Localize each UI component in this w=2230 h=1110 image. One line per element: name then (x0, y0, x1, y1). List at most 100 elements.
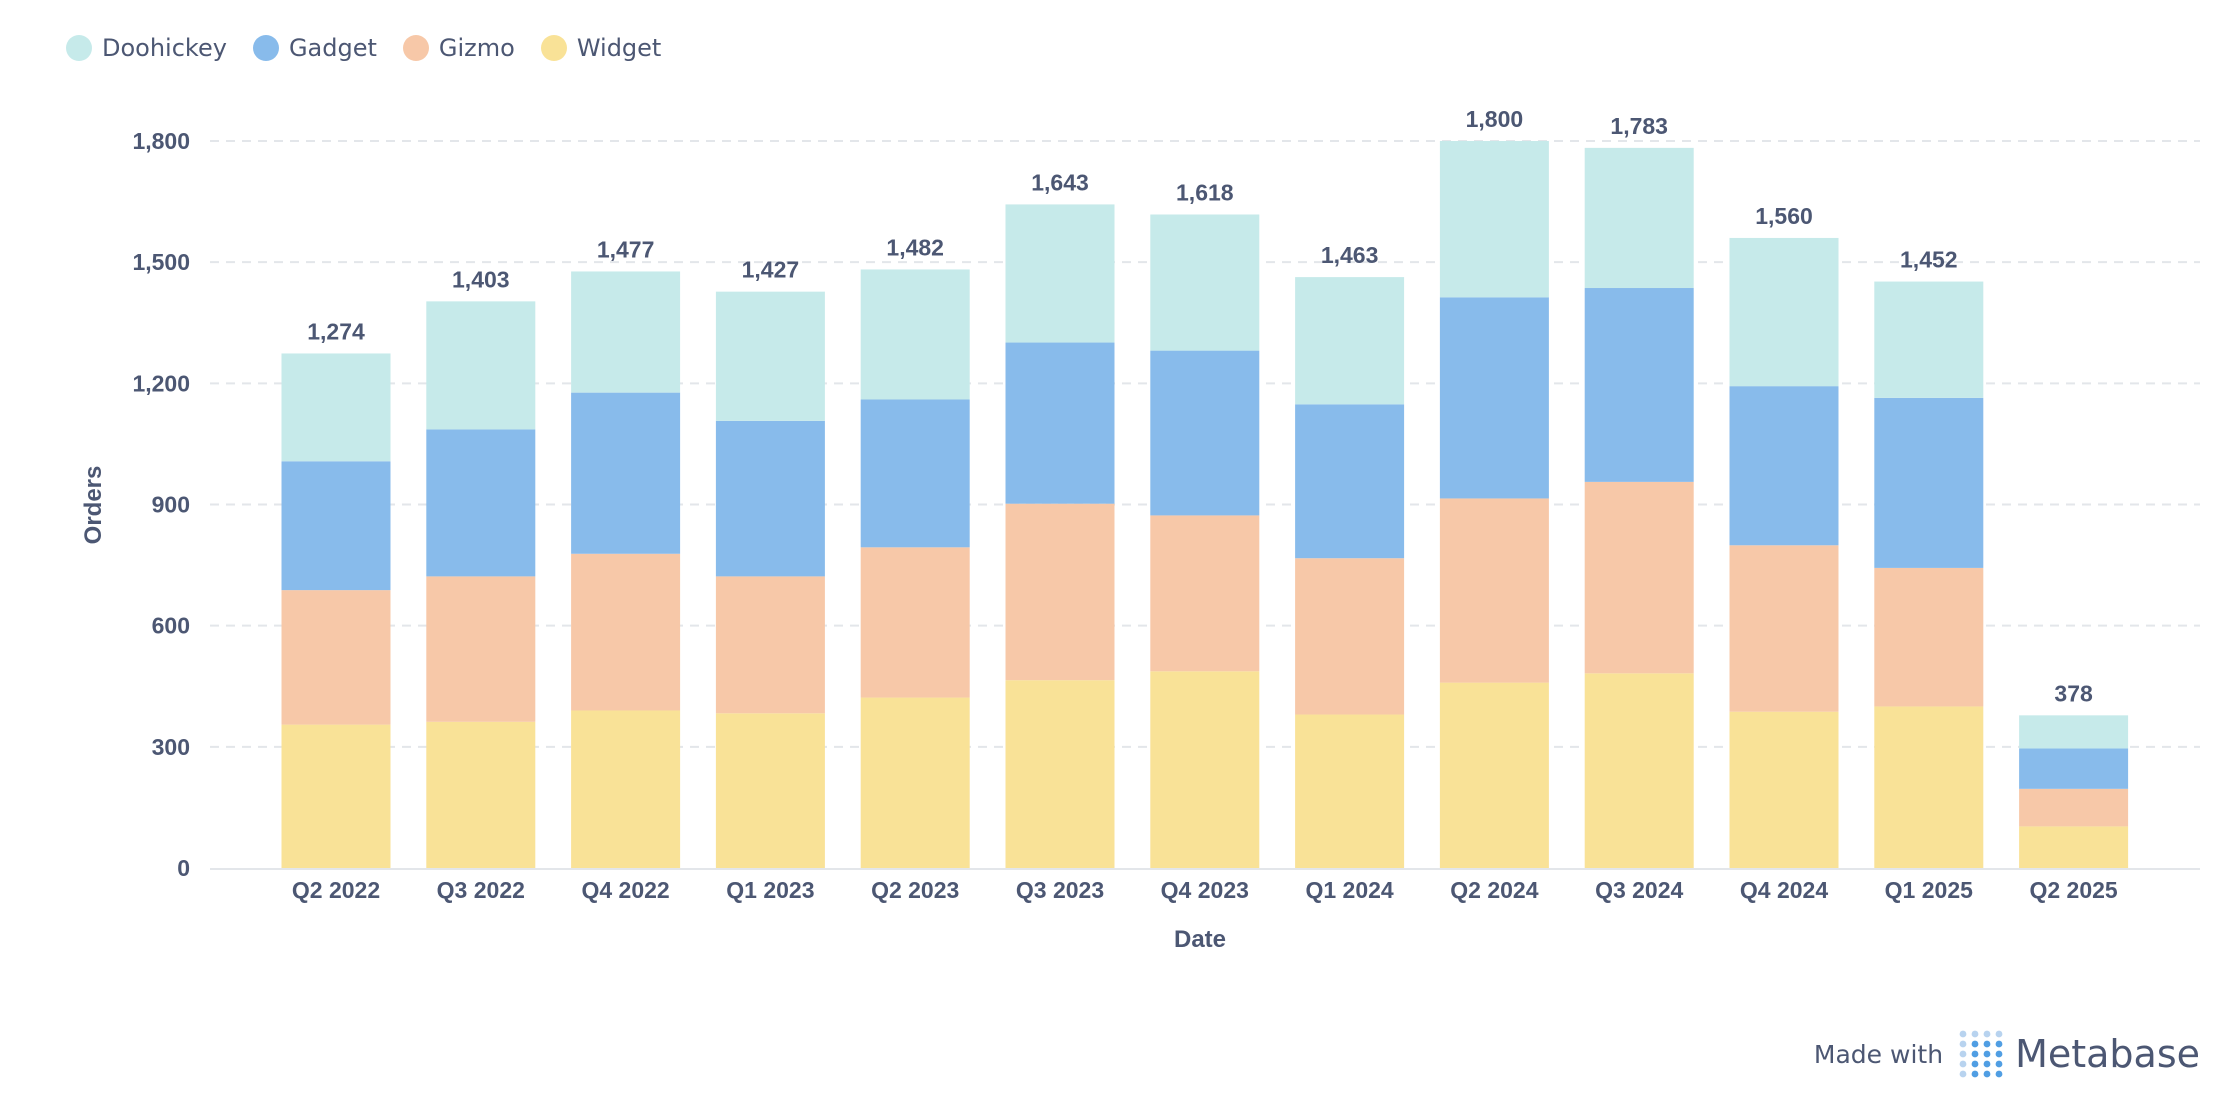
bar-segment-gadget[interactable] (1874, 397, 1984, 568)
bar-segment-widget[interactable] (1729, 711, 1839, 868)
bar-stack[interactable] (1150, 214, 1260, 868)
bar-segment-widget[interactable] (1150, 671, 1260, 868)
bar-segment-widget[interactable] (715, 713, 825, 868)
bar-segment-widget[interactable] (860, 697, 970, 868)
stacked-bar-chart: 0 300 600 900 1,200 1,500 1,800 1,274 1,403 1,47… (80, 106, 2200, 953)
bar-segment-widget[interactable] (1295, 714, 1405, 868)
x-tick-label: Q2 2022 (292, 877, 380, 903)
bar-segment-gizmo[interactable] (1874, 567, 1984, 707)
bar-segment-doohickey[interactable] (1584, 147, 1694, 289)
bar-total-label: 1,618 (1176, 180, 1234, 206)
bar-segment-gizmo[interactable] (426, 576, 536, 722)
bar-segment-gadget[interactable] (571, 392, 681, 554)
bar-segment-doohickey[interactable] (281, 353, 391, 462)
logo-dot (1983, 1070, 1991, 1078)
bar-segment-gadget[interactable] (281, 461, 391, 591)
bar-segment-widget[interactable] (1584, 673, 1694, 868)
bar-segment-doohickey[interactable] (860, 269, 970, 400)
bar-segment-gadget[interactable] (1295, 404, 1405, 559)
bar-total-label: 1,643 (1031, 169, 1089, 195)
x-tick-label: Q4 2022 (581, 877, 669, 903)
bar-stack[interactable] (1005, 204, 1115, 868)
bar-stack[interactable] (426, 301, 536, 868)
logo-dot (1983, 1050, 1991, 1058)
bar-segment-gadget[interactable] (1439, 297, 1549, 499)
bar-segment-gadget[interactable] (426, 429, 536, 577)
bar-stack[interactable] (1439, 141, 1549, 868)
bar-segment-gizmo[interactable] (1584, 481, 1694, 674)
bar-segment-widget[interactable] (2019, 826, 2129, 868)
bar-segment-doohickey[interactable] (571, 271, 681, 393)
brand-name: Metabase (2015, 1032, 2200, 1076)
bar-segment-gadget[interactable] (2019, 748, 2129, 789)
bar-stack[interactable] (1584, 147, 1694, 868)
logo-dot (1983, 1030, 1991, 1038)
bar-segment-doohickey[interactable] (715, 291, 825, 421)
bar-segment-gadget[interactable] (1005, 342, 1115, 504)
bar-stack[interactable] (1874, 281, 1984, 868)
bar-segment-gizmo[interactable] (1005, 503, 1115, 681)
x-tick-label: Q2 2025 (2029, 877, 2117, 903)
bar-segment-gizmo[interactable] (1295, 558, 1405, 715)
x-tick-label: Q3 2022 (437, 877, 525, 903)
bar-segment-gizmo[interactable] (1150, 515, 1260, 672)
x-tick-label: Q3 2024 (1595, 877, 1683, 903)
bar-segment-gizmo[interactable] (1729, 545, 1839, 712)
footer-branding[interactable]: Made with Metabase (1814, 1028, 2200, 1080)
bar-segment-widget[interactable] (571, 710, 681, 868)
y-axis-title: Orders (80, 466, 107, 545)
legend-item-doohickey[interactable]: Doohickey (66, 34, 227, 62)
legend-swatch (252, 35, 279, 61)
bar-segment-gadget[interactable] (1729, 386, 1839, 546)
legend-item-gizmo[interactable]: Gizmo (402, 34, 515, 62)
bar-segment-widget[interactable] (1439, 682, 1549, 868)
bar-segment-gizmo[interactable] (1439, 498, 1549, 683)
y-tick-label: 900 (152, 492, 190, 518)
bar-segment-gizmo[interactable] (2019, 788, 2129, 827)
bar-segment-doohickey[interactable] (2019, 715, 2129, 749)
bar-stack[interactable] (1295, 277, 1405, 868)
x-axis-ticks: Q2 2022 Q3 2022 Q4 2022 Q1 2023 Q2 2023 Q3 20… (292, 877, 2118, 903)
logo-dot (1995, 1070, 2003, 1078)
x-tick-label: Q4 2023 (1161, 877, 1249, 903)
bar-stack[interactable] (860, 269, 970, 868)
legend: Doohickey Gadget Gizmo Widget (66, 34, 687, 62)
bar-segment-gadget[interactable] (1584, 288, 1694, 482)
bar-segment-doohickey[interactable] (1439, 141, 1549, 298)
bar-segment-doohickey[interactable] (1295, 277, 1405, 405)
bar-segment-doohickey[interactable] (1005, 204, 1115, 343)
bar-segment-gizmo[interactable] (571, 553, 681, 711)
x-tick-label: Q4 2024 (1740, 877, 1828, 903)
legend-swatch (540, 35, 567, 61)
bar-stack[interactable] (571, 271, 681, 868)
bar-segment-gizmo[interactable] (715, 576, 825, 714)
bar-segment-widget[interactable] (1874, 706, 1984, 868)
bar-segment-widget[interactable] (426, 721, 536, 868)
legend-label: Gadget (288, 34, 377, 62)
bar-stack[interactable] (281, 353, 391, 868)
bar-segment-widget[interactable] (1005, 680, 1115, 868)
y-tick-label: 0 (177, 855, 190, 881)
legend-label: Gizmo (438, 34, 515, 62)
bar-segment-gizmo[interactable] (281, 590, 391, 725)
bar-segment-doohickey[interactable] (1874, 281, 1984, 398)
bar-segment-gizmo[interactable] (860, 547, 970, 698)
logo-dot (1995, 1050, 2003, 1058)
logo-dot (1971, 1050, 1979, 1058)
legend-label: Widget (576, 34, 662, 62)
bar-total-label: 1,463 (1321, 242, 1379, 268)
bar-segment-doohickey[interactable] (1729, 237, 1839, 387)
bar-segment-doohickey[interactable] (1150, 214, 1260, 351)
bar-segment-gadget[interactable] (715, 420, 825, 577)
bar-segment-widget[interactable] (281, 724, 391, 868)
bar-stack[interactable] (715, 291, 825, 868)
bar-segment-gadget[interactable] (860, 399, 970, 548)
bar-stack[interactable] (1729, 237, 1839, 868)
bar-segment-doohickey[interactable] (426, 301, 536, 430)
legend-item-gadget[interactable]: Gadget (252, 34, 377, 62)
bars (281, 141, 2129, 868)
legend-item-widget[interactable]: Widget (540, 34, 662, 62)
x-tick-label: Q1 2024 (1305, 877, 1393, 903)
bar-segment-gadget[interactable] (1150, 350, 1260, 516)
bar-stack[interactable] (2019, 715, 2129, 868)
